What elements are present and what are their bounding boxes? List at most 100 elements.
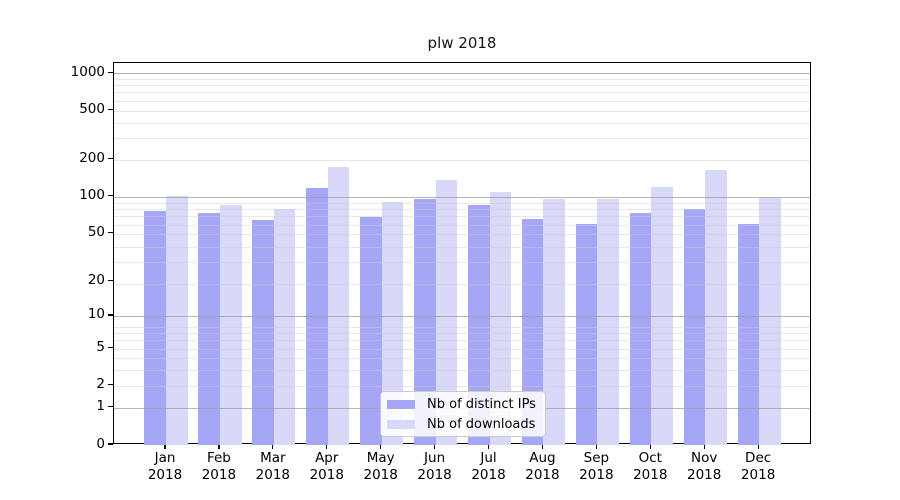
x-tick-mark <box>487 444 490 449</box>
x-tick-label-line: 2018 <box>740 467 776 483</box>
gridline-minor <box>114 326 810 328</box>
gridline-minor <box>114 340 810 342</box>
y-tick-mark <box>108 443 113 445</box>
bar-distinct-ips-0 <box>144 210 166 445</box>
x-tick-label-line: 2018 <box>633 467 668 483</box>
x-tick-mark <box>380 444 382 449</box>
x-tick-label-line: Jun <box>424 450 446 466</box>
bar-distinct-ips-11 <box>737 223 760 445</box>
y-tick-label-10: 10 <box>87 306 105 323</box>
gridline-minor <box>114 333 810 335</box>
y-tick-mark <box>108 314 113 316</box>
gridline-minor <box>114 138 810 140</box>
x-tick-label-line: 2018 <box>525 467 560 483</box>
y-tick-label-1: 1 <box>96 398 105 415</box>
bar-distinct-ips-10 <box>683 208 706 445</box>
y-tick-label-100: 100 <box>79 187 105 204</box>
x-tick-label-line: Nov <box>691 450 718 466</box>
bar-distinct-ips-8 <box>575 223 598 445</box>
gridline-minor <box>114 202 810 204</box>
bar-distinct-ips-6 <box>467 204 490 445</box>
y-tick-mark <box>108 279 113 281</box>
x-tick-label-line: 2018 <box>147 467 183 483</box>
y-tick-mark <box>108 406 113 408</box>
x-tick-label-line: 2018 <box>201 467 237 483</box>
x-tick-label-line: 2018 <box>309 467 344 483</box>
x-tick-label-nov-2018: Nov 2018 <box>664 450 744 484</box>
y-tick-label-1000: 1000 <box>70 63 105 80</box>
bar-downloads-0 <box>166 196 188 445</box>
x-tick-label-aug-2018: Aug 2018 <box>502 450 582 484</box>
x-tick-label-line: 2018 <box>579 467 614 483</box>
bar-distinct-ips-9 <box>629 212 652 445</box>
legend: Nb of distinct IPs Nb of downloads <box>380 391 546 437</box>
gridline-minor <box>114 92 810 94</box>
gridline-minor <box>114 261 810 263</box>
x-tick-label-line: Oct <box>638 450 662 466</box>
x-tick-label-mar-2018: Mar 2018 <box>233 450 313 484</box>
x-tick-label-feb-2018: Feb 2018 <box>179 450 259 484</box>
plot-area <box>113 62 811 445</box>
bar-downloads-10 <box>705 170 727 445</box>
gridline-minor <box>114 209 810 211</box>
x-tick-mark <box>595 444 597 449</box>
x-tick-label-line: Aug <box>529 450 556 466</box>
x-tick-mark <box>434 444 436 449</box>
gridline-minor <box>114 246 810 248</box>
bar-distinct-ips-7 <box>521 218 544 445</box>
y-tick-label-200: 200 <box>79 150 105 167</box>
gridline-minor <box>114 224 810 226</box>
y-tick-mark <box>108 158 113 160</box>
legend-swatch-distinct-ips <box>387 399 415 409</box>
x-tick-mark <box>757 444 759 449</box>
x-tick-label-line: 2018 <box>363 467 398 483</box>
gridline-minor <box>114 234 810 236</box>
gridline-minor <box>114 159 810 161</box>
x-tick-label-line: Jul <box>480 450 497 466</box>
x-tick-label-line: 2018 <box>255 467 290 483</box>
gridline-major <box>114 196 810 198</box>
gridline-minor <box>114 85 810 87</box>
legend-label-distinct-ips: Nb of distinct IPs <box>427 396 536 412</box>
gridline-minor <box>114 385 810 387</box>
bar-downloads-4 <box>381 202 404 445</box>
legend-item-downloads: Nb of downloads <box>387 417 545 432</box>
y-tick-label-20: 20 <box>87 271 105 288</box>
gridline-minor <box>114 110 810 112</box>
y-tick-mark <box>108 108 113 111</box>
x-tick-label-line: Sep <box>583 450 610 466</box>
y-tick-label-500: 500 <box>79 100 105 117</box>
legend-label-downloads: Nb of downloads <box>427 416 536 432</box>
legend-swatch-downloads <box>387 419 415 429</box>
bar-distinct-ips-2 <box>252 219 274 445</box>
y-tick-label-5: 5 <box>96 339 105 356</box>
gridline-minor <box>114 216 810 218</box>
gridlines-layer <box>114 63 810 443</box>
x-tick-mark <box>272 444 274 449</box>
y-tick-mark <box>108 384 113 386</box>
gridline-minor <box>114 358 810 360</box>
gridline-minor <box>114 100 810 102</box>
bar-downloads-2 <box>273 208 296 445</box>
bar-downloads-11 <box>759 197 781 445</box>
gridline-minor <box>114 348 810 350</box>
x-tick-label-line: Apr <box>315 450 339 466</box>
x-tick-mark <box>703 444 705 449</box>
x-tick-label-oct-2018: Oct 2018 <box>610 450 690 484</box>
bar-downloads-7 <box>543 199 566 445</box>
y-tick-mark <box>108 346 113 349</box>
x-tick-label-line: Feb <box>206 450 231 466</box>
legend-item-distinct-ips: Nb of distinct IPs <box>387 397 545 412</box>
x-tick-label-jul-2018: Jul 2018 <box>449 450 529 484</box>
x-tick-mark <box>326 444 328 449</box>
x-tick-label-line: 2018 <box>417 467 452 483</box>
y-tick-label-2: 2 <box>96 376 105 393</box>
x-tick-label-apr-2018: Apr 2018 <box>287 450 367 484</box>
chart-title: plw 2018 <box>427 34 497 52</box>
x-tick-label-may-2018: May 2018 <box>341 450 421 484</box>
x-tick-mark <box>218 444 220 449</box>
x-tick-label-sep-2018: Sep 2018 <box>556 450 636 484</box>
gridline-major <box>114 315 810 317</box>
x-tick-label-jan-2018: Jan 2018 <box>125 450 205 484</box>
